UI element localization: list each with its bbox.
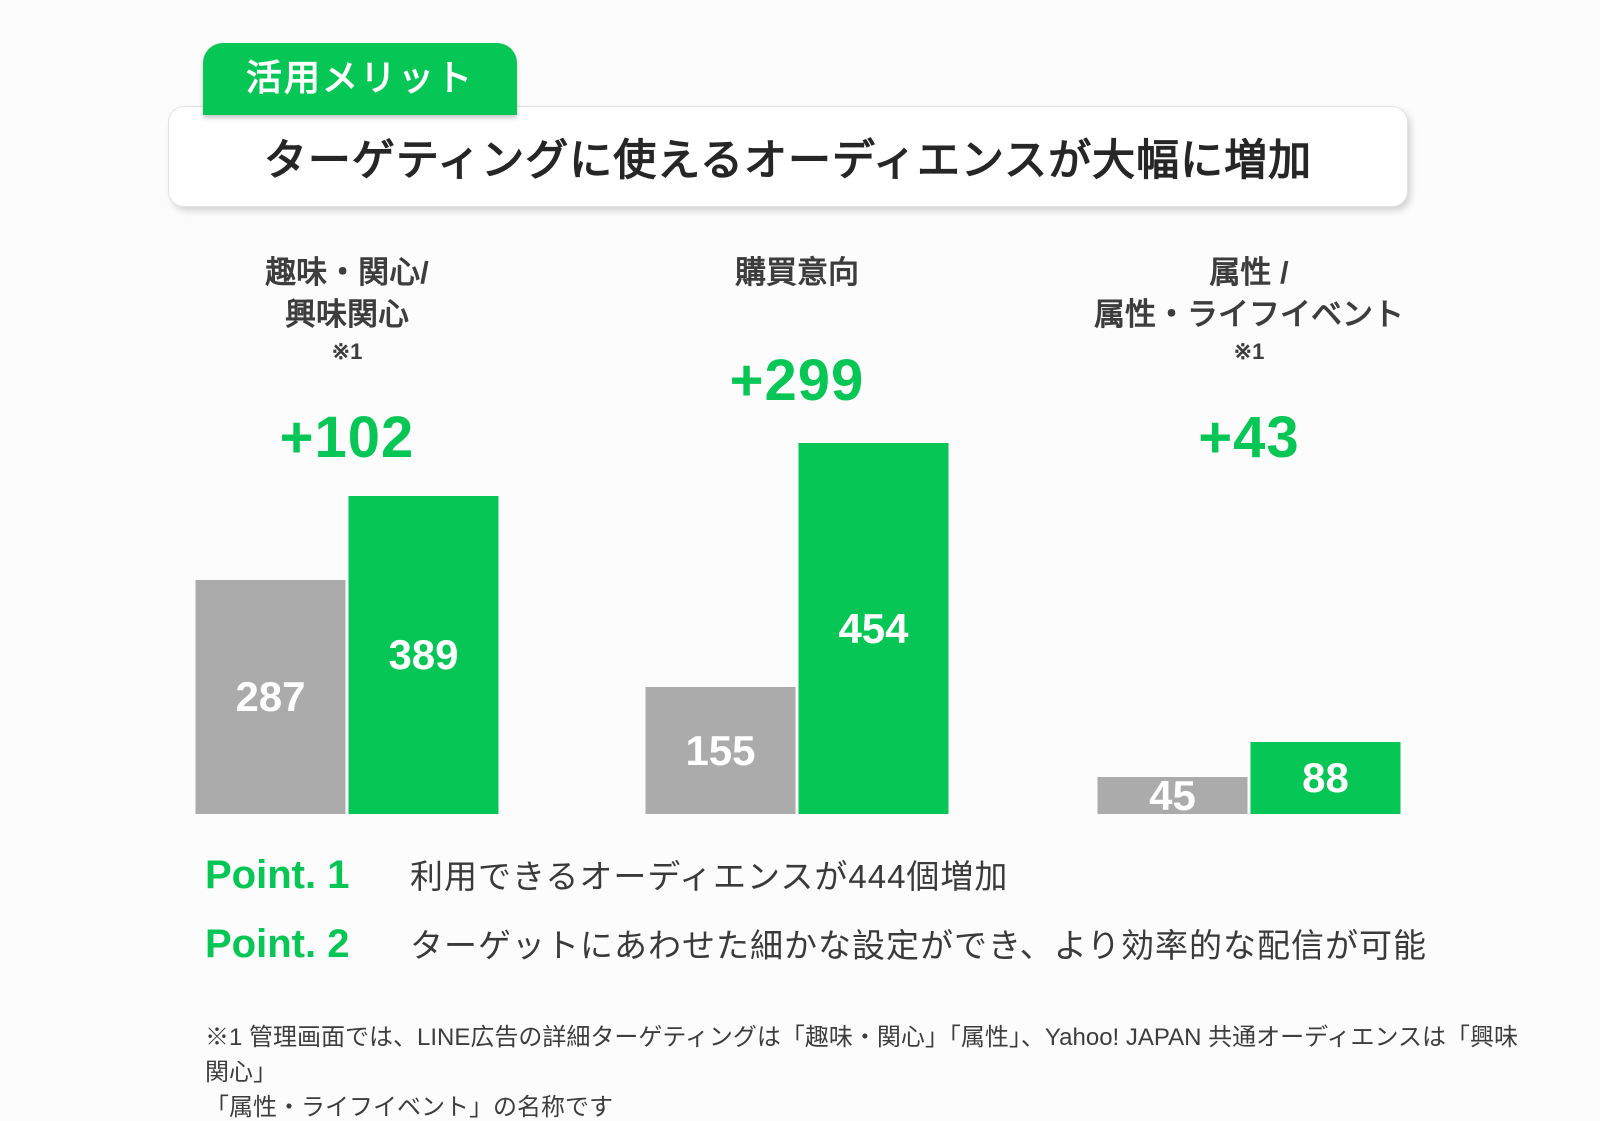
bar-value: 454: [838, 604, 909, 652]
bar-pair: 45 88: [1097, 742, 1401, 819]
delta-label: +299: [729, 348, 865, 413]
group-label-line: 購買意向: [735, 255, 859, 290]
bar-pair: 287 389: [195, 496, 499, 814]
bar-value: 287: [235, 673, 306, 720]
footnote: ※1 管理画面では、LINE広告の詳細ターゲティングは「趣味・関心」「属性」、Y…: [205, 1020, 1535, 1121]
group-label: 購買意向: [617, 252, 977, 294]
footnote-line-2: 「属性・ライフイベント」の名称です: [205, 1094, 613, 1121]
group-label-line: 興味関心: [285, 297, 409, 332]
bar-pair: 155 454: [645, 443, 949, 814]
chart-group-purchase-intent: 購買意向 +299 155 454: [617, 252, 977, 814]
footnote-line-1: ※1 管理画面では、LINE広告の詳細ターゲティングは「趣味・関心」「属性」、Y…: [205, 1024, 1518, 1086]
delta-label: +102: [279, 405, 415, 470]
bar-value: 88: [1302, 754, 1349, 801]
bar-gray: 155: [645, 687, 796, 814]
group-label-line: 趣味・関心/: [265, 255, 429, 290]
point-row-1: Point. 1 利用できるオーディエンスが444個増加: [205, 850, 1427, 899]
bar-gray: 45: [1097, 772, 1248, 819]
group-label-line: 属性・ライフイベント: [1094, 297, 1404, 332]
bar-green: 454: [798, 443, 949, 814]
point-1-label: Point. 1: [205, 853, 350, 897]
point-1-text: 利用できるオーディエンスが444個増加: [410, 858, 1009, 895]
chart-group-attributes: 属性 / 属性・ライフイベント ※1 +43 45 88: [1069, 252, 1429, 819]
bar-green: 389: [348, 496, 499, 814]
footnote-marker: ※1: [1233, 339, 1265, 364]
bar-green: 88: [1250, 742, 1401, 814]
footnote-marker: ※1: [331, 339, 363, 364]
chart-group-interest: 趣味・関心/ 興味関心 ※1 +102 287 389: [167, 252, 527, 814]
point-2-text: ターゲットにあわせた細かな設定ができ、より効率的な配信が可能: [410, 927, 1428, 964]
group-label-line: 属性 /: [1209, 255, 1289, 290]
bar-gray: 287: [195, 580, 346, 814]
bar-value: 389: [388, 631, 459, 678]
group-label: 属性 / 属性・ライフイベント ※1: [1069, 252, 1429, 368]
points-section: Point. 1 利用できるオーディエンスが444個増加 Point. 2 ター…: [205, 850, 1427, 988]
title-panel: ターゲティングに使えるオーディエンスが大幅に増加: [168, 106, 1408, 207]
delta-label: +43: [1198, 405, 1300, 470]
group-label: 趣味・関心/ 興味関心 ※1: [167, 252, 527, 368]
point-2-label: Point. 2: [205, 922, 350, 966]
page-title: ターゲティングに使えるオーディエンスが大幅に増加: [263, 136, 1313, 185]
point-row-2: Point. 2 ターゲットにあわせた細かな設定ができ、より効率的な配信が可能: [205, 919, 1427, 968]
merit-badge: 活用メリット: [203, 43, 517, 115]
bar-value: 45: [1149, 771, 1196, 819]
merit-badge-label: 活用メリット: [245, 57, 474, 98]
bar-value: 155: [685, 726, 756, 774]
